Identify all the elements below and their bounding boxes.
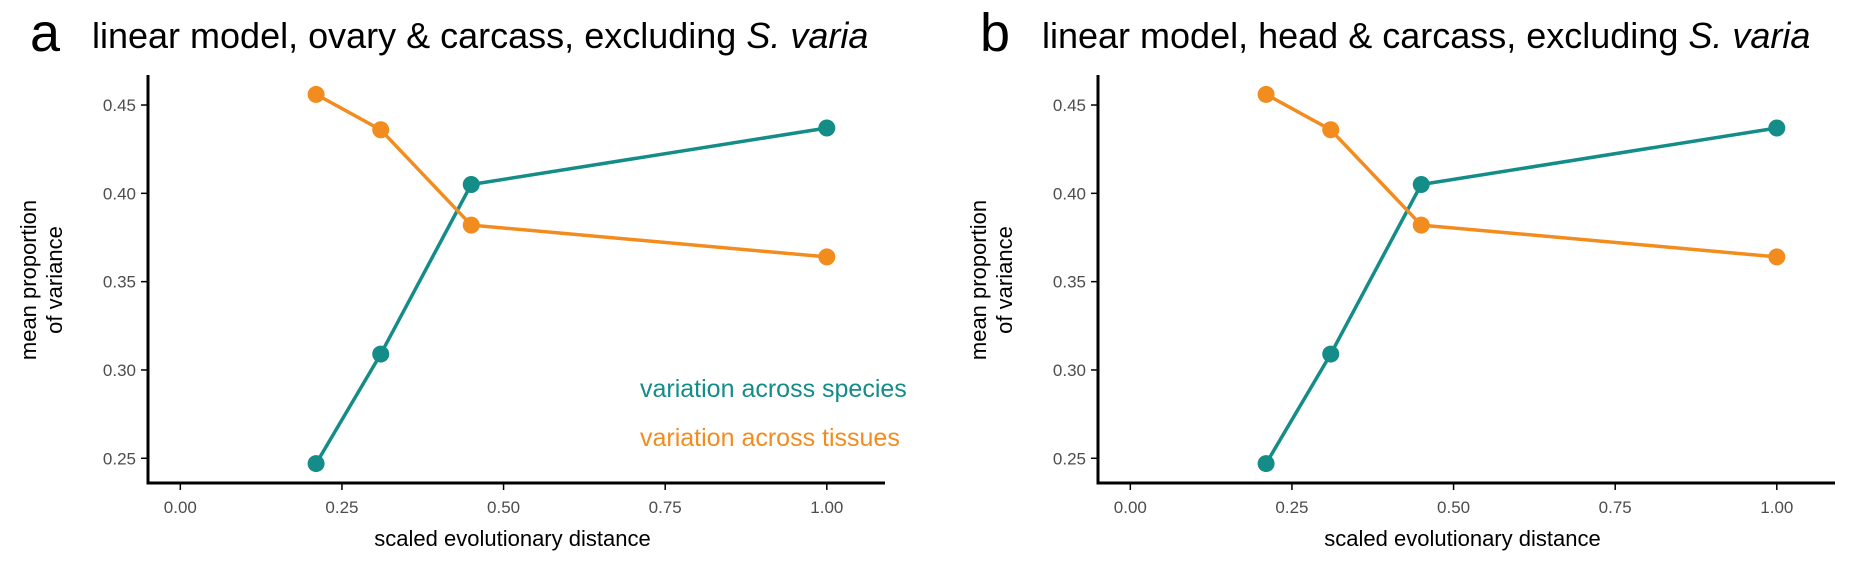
legend-species: variation across species [640, 375, 907, 403]
panel-title-italic: S. varia [1688, 15, 1811, 56]
y-tick-label: 0.40 [103, 184, 136, 203]
data-point-species [1768, 119, 1786, 137]
x-tick-label: 1.00 [1760, 498, 1793, 517]
data-point-tissues [462, 216, 480, 234]
y-tick-label: 0.30 [1053, 361, 1086, 380]
panel-title-italic: S. varia [746, 15, 869, 56]
panel-b: b linear model, head & carcass, excludin… [950, 0, 1853, 575]
panel-title: linear model, head & carcass, excluding … [1042, 16, 1810, 56]
data-point-species [372, 345, 390, 363]
y-tick-label: 0.30 [103, 361, 136, 380]
series-line-tissues [1265, 92, 1777, 259]
x-tick-label: 0.50 [487, 498, 520, 517]
panel-title-text: linear model, head & carcass, excluding [1042, 15, 1679, 56]
data-point-species [462, 176, 480, 194]
data-point-tissues [372, 121, 390, 139]
data-point-tissues [1322, 121, 1340, 139]
data-point-species [307, 455, 325, 473]
data-point-species [1257, 455, 1275, 473]
x-tick-label: 0.00 [164, 498, 197, 517]
panel-a: a linear model, ovary & carcass, excludi… [0, 0, 926, 575]
y-tick-label: 0.40 [1053, 184, 1086, 203]
data-point-tissues [1412, 216, 1430, 234]
x-tick-label: 0.75 [649, 498, 682, 517]
y-tick-label: 0.25 [1053, 449, 1086, 468]
panel-title: linear model, ovary & carcass, excluding… [92, 16, 868, 56]
legend-tissues: variation across tissues [640, 424, 900, 452]
data-point-tissues [1257, 85, 1275, 103]
data-point-tissues [307, 85, 325, 103]
plot-area: 0.25 0.30 0.35 0.40 0.45 0.00 0.25 0.50 0.75 1.00 [103, 75, 885, 517]
data-point-tissues [818, 248, 836, 266]
data-point-species [1412, 176, 1430, 194]
panel-letter: a [30, 3, 61, 63]
x-axis-label: scaled evolutionary distance [374, 526, 651, 551]
series-line-species [1264, 126, 1778, 465]
x-tick-label: 0.00 [1114, 498, 1147, 517]
data-point-species [1322, 345, 1340, 363]
series-line-species [314, 126, 828, 465]
x-tick-label: 0.25 [325, 498, 358, 517]
y-tick-label: 0.35 [1053, 273, 1086, 292]
x-tick-label: 0.25 [1275, 498, 1308, 517]
plot-area: 0.25 0.30 0.35 0.40 0.45 0.00 0.25 0.50 0.75 1.00 [1053, 75, 1835, 517]
y-tick-label: 0.35 [103, 273, 136, 292]
y-tick-label: 0.45 [103, 96, 136, 115]
panel-letter: b [980, 3, 1011, 63]
x-axis-label: scaled evolutionary distance [1324, 526, 1601, 551]
y-tick-label: 0.25 [103, 449, 136, 468]
data-point-species [818, 119, 836, 137]
y-tick-label: 0.45 [1053, 96, 1086, 115]
x-tick-label: 0.50 [1437, 498, 1470, 517]
x-tick-label: 1.00 [810, 498, 843, 517]
x-tick-label: 0.75 [1599, 498, 1632, 517]
panel-title-text: linear model, ovary & carcass, excluding [92, 15, 737, 56]
data-point-tissues [1768, 248, 1786, 266]
series-line-tissues [315, 92, 827, 259]
